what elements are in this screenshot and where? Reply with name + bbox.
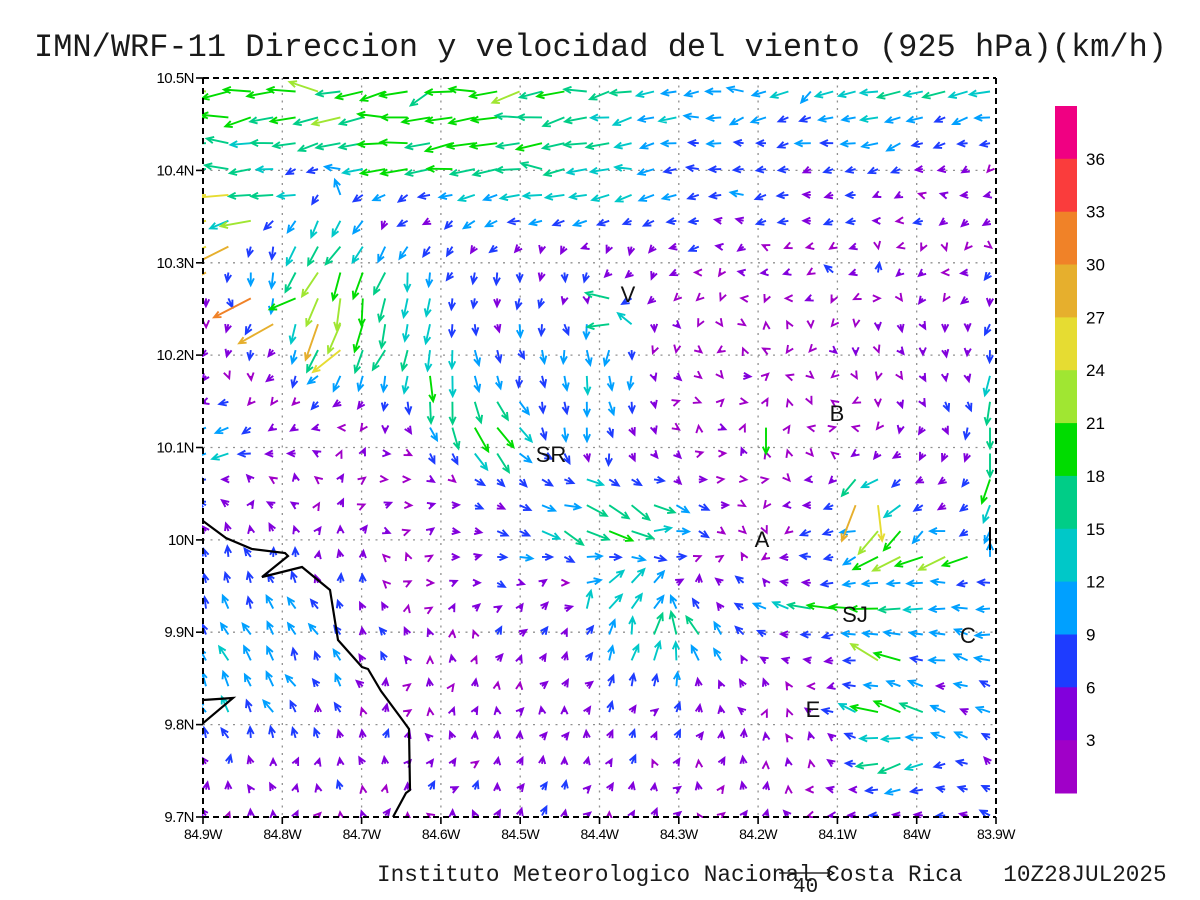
svg-text:E: E xyxy=(806,697,821,722)
svg-text:10.2N: 10.2N xyxy=(156,347,194,364)
svg-text:9.9N: 9.9N xyxy=(164,624,194,641)
svg-text:B: B xyxy=(830,401,845,426)
svg-text:84.9W: 84.9W xyxy=(184,826,223,842)
svg-text:24: 24 xyxy=(1086,361,1105,380)
svg-text:27: 27 xyxy=(1086,308,1105,327)
svg-text:84.2W: 84.2W xyxy=(739,826,778,842)
svg-text:18: 18 xyxy=(1086,467,1105,486)
svg-text:15: 15 xyxy=(1086,520,1105,539)
svg-text:10.5N: 10.5N xyxy=(156,70,194,87)
svg-text:9.7N: 9.7N xyxy=(164,809,194,826)
svg-text:84.8W: 84.8W xyxy=(263,826,302,842)
svg-text:21: 21 xyxy=(1086,414,1105,433)
svg-text:84.1W: 84.1W xyxy=(818,826,857,842)
svg-text:30: 30 xyxy=(1086,256,1105,275)
svg-text:84.3W: 84.3W xyxy=(660,826,699,842)
svg-text:C: C xyxy=(960,623,976,648)
svg-text:84.4W: 84.4W xyxy=(581,826,620,842)
svg-text:6: 6 xyxy=(1086,678,1095,697)
svg-text:84.5W: 84.5W xyxy=(501,826,540,842)
svg-text:10.1N: 10.1N xyxy=(156,440,194,457)
svg-text:10.3N: 10.3N xyxy=(156,255,194,272)
svg-text:36: 36 xyxy=(1086,150,1105,169)
svg-text:3: 3 xyxy=(1086,731,1095,750)
svg-text:12: 12 xyxy=(1086,573,1105,592)
svg-text:10N: 10N xyxy=(168,532,194,549)
svg-text:84.6W: 84.6W xyxy=(422,826,461,842)
svg-text:A: A xyxy=(755,527,770,552)
svg-text:V: V xyxy=(621,282,636,307)
svg-text:9: 9 xyxy=(1086,626,1095,645)
svg-text:10.4N: 10.4N xyxy=(156,162,194,179)
svg-text:84W: 84W xyxy=(903,826,932,842)
svg-text:33: 33 xyxy=(1086,203,1105,222)
svg-text:83.9W: 83.9W xyxy=(977,826,1016,842)
svg-text:84.7W: 84.7W xyxy=(343,826,382,842)
svg-text:9.8N: 9.8N xyxy=(164,717,194,734)
svg-text:SJ: SJ xyxy=(842,602,868,627)
svg-text:SR: SR xyxy=(536,442,567,467)
